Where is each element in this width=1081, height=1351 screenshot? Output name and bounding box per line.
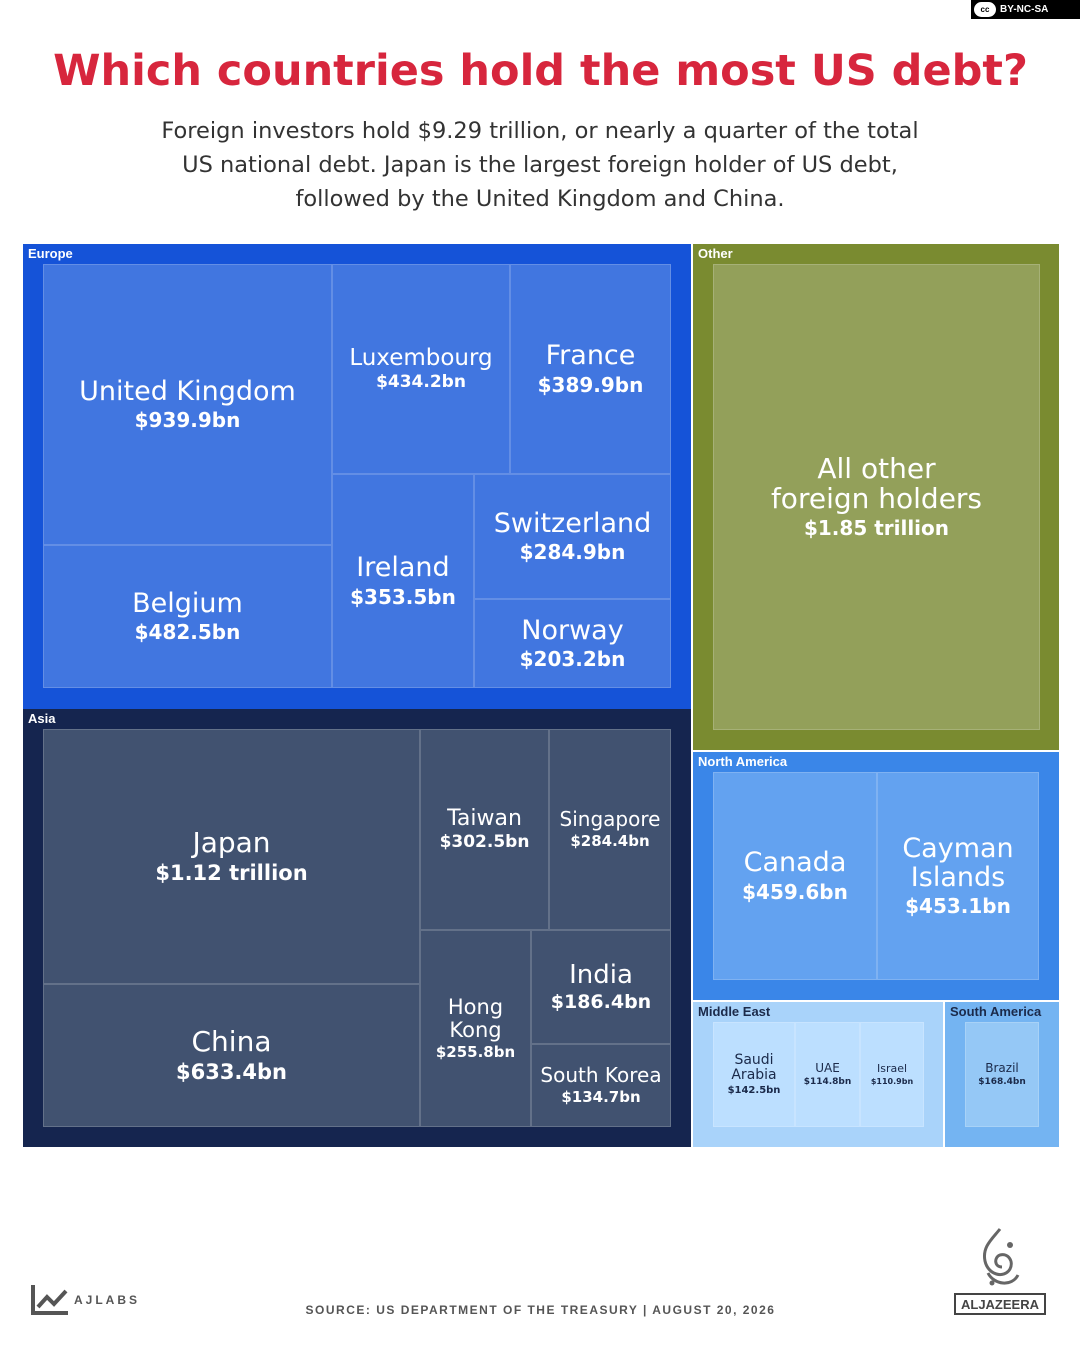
ajlabs-logo: AJLABS: [30, 1283, 140, 1317]
cell-name-saudi-arabia: Saudi Arabia: [731, 1051, 777, 1083]
cell-name-china: China: [191, 1025, 272, 1059]
cell-value-ireland: $353.5bn: [350, 584, 456, 609]
region-label-europe: Europe: [28, 246, 73, 261]
ajlabs-wordmark: AJLABS: [74, 1293, 141, 1307]
aljazeera-wordmark: ALJAZEERA: [954, 1293, 1046, 1315]
cell-name-uae: UAE: [815, 1061, 840, 1076]
region-other: Other: [693, 244, 1059, 750]
cell-value-canada: $459.6bn: [742, 879, 848, 904]
cell-value-japan: $1.12 trillion: [155, 860, 308, 885]
license-label: BY-NC-SA: [1000, 4, 1049, 15]
cell-name-india: India: [569, 959, 633, 990]
cell-value-uae: $114.8bn: [803, 1076, 852, 1087]
region-south-america: South America: [945, 1002, 1059, 1147]
license-badge: cc BY-NC-SA: [971, 0, 1080, 19]
cell-value-switzerland: $284.9bn: [519, 540, 626, 565]
ajlabs-chart-icon: [30, 1283, 70, 1317]
aljazeera-calligraphy-icon: [952, 1225, 1048, 1317]
cell-name-france: France: [545, 340, 636, 372]
cell-value-cayman-islands: $453.1bn: [905, 894, 1011, 919]
region-label-north-america: North America: [698, 754, 788, 769]
cell-china: China $633.4bn: [43, 984, 420, 1127]
cell-hong-kong: Hong Kong $255.8bn: [420, 930, 531, 1127]
cell-luxembourg: Luxembourg $434.2bn: [332, 264, 510, 474]
cell-name-south-korea: South Korea: [540, 1062, 662, 1087]
cell-name-switzerland: Switzerland: [493, 507, 652, 539]
cell-brazil: Brazil $168.4bn: [965, 1022, 1039, 1127]
chart-subtitle: Foreign investors hold $9.29 trillion, o…: [161, 118, 919, 212]
cell-all-other-foreign-holders: All other foreign holders $1.85 trillion: [713, 264, 1040, 730]
cell-name-israel: Israel: [876, 1062, 908, 1076]
cell-united-kingdom: United Kingdom $939.9bn: [43, 264, 332, 545]
cell-name-belgium: Belgium: [132, 587, 243, 619]
cell-value-hong-kong: $255.8bn: [435, 1043, 516, 1062]
cell-value-norway: $203.2bn: [519, 647, 626, 672]
cell-norway: Norway $203.2bn: [474, 599, 671, 688]
region-europe: Europe: [23, 244, 691, 709]
cell-france: France $389.9bn: [510, 264, 671, 474]
cell-taiwan: Taiwan $302.5bn: [420, 729, 549, 930]
cell-saudi-arabia: Saudi Arabia $142.5bn: [713, 1022, 795, 1127]
cell-ireland: Ireland $353.5bn: [332, 474, 474, 688]
cell-name-hong-kong: Hong Kong: [447, 994, 504, 1042]
cell-name-taiwan: Taiwan: [447, 805, 522, 831]
cell-value-singapore: $284.4bn: [570, 832, 650, 851]
cell-value-south-korea: $134.7bn: [561, 1088, 641, 1107]
cell-value-all-other-foreign-holders: $1.85 trillion: [803, 516, 950, 541]
region-north-america: North America: [693, 752, 1059, 1000]
cell-japan: Japan $1.12 trillion: [43, 729, 420, 984]
cell-belgium: Belgium $482.5bn: [43, 545, 332, 688]
chart-title: Which countries hold the most US debt?: [53, 46, 1028, 96]
cell-name-brazil: Brazil: [985, 1061, 1019, 1076]
region-label-other: Other: [698, 246, 733, 261]
region-asia: Asia: [23, 709, 691, 1147]
cell-uae: UAE $114.8bn: [795, 1022, 860, 1127]
region-label-middle-east: Middle East: [698, 1004, 771, 1019]
cell-name-cayman-islands: Cayman Islands: [902, 832, 1014, 893]
cell-value-luxembourg: $434.2bn: [376, 372, 466, 393]
cell-value-taiwan: $302.5bn: [439, 832, 530, 853]
cell-name-japan: Japan: [192, 826, 271, 860]
cell-india: India $186.4bn: [531, 930, 671, 1044]
cell-name-ireland: Ireland: [356, 552, 450, 584]
source-note: SOURCE: US DEPARTMENT OF THE TREASURY | …: [305, 1303, 776, 1317]
cell-value-france: $389.9bn: [537, 372, 644, 397]
region-label-south-america: South America: [950, 1004, 1042, 1019]
cell-south-korea: South Korea $134.7bn: [531, 1044, 671, 1127]
cell-value-brazil: $168.4bn: [978, 1076, 1026, 1087]
region-label-asia: Asia: [28, 711, 56, 726]
cell-name-united-kingdom: United Kingdom: [79, 375, 296, 407]
cell-value-china: $633.4bn: [175, 1059, 288, 1084]
cell-canada: Canada $459.6bn: [713, 772, 877, 980]
cell-switzerland: Switzerland $284.9bn: [474, 474, 671, 599]
cell-singapore: Singapore $284.4bn: [549, 729, 671, 930]
creative-commons-icon: cc: [974, 2, 996, 17]
cell-value-belgium: $482.5bn: [134, 620, 241, 645]
cell-name-norway: Norway: [521, 614, 624, 646]
cell-name-all-other-foreign-holders: All other foreign holders: [770, 451, 983, 515]
cell-value-united-kingdom: $939.9bn: [134, 408, 241, 433]
region-middle-east: Middle East: [693, 1002, 943, 1147]
cell-name-luxembourg: Luxembourg: [349, 344, 493, 371]
cell-name-singapore: Singapore: [559, 806, 661, 831]
cell-value-israel: $110.9bn: [870, 1076, 914, 1086]
cell-value-india: $186.4bn: [550, 991, 652, 1014]
cell-name-canada: Canada: [743, 847, 847, 879]
cell-cayman-islands: Cayman Islands $453.1bn: [877, 772, 1039, 980]
cell-value-saudi-arabia: $142.5bn: [727, 1085, 781, 1097]
cell-israel: Israel $110.9bn: [860, 1022, 924, 1127]
